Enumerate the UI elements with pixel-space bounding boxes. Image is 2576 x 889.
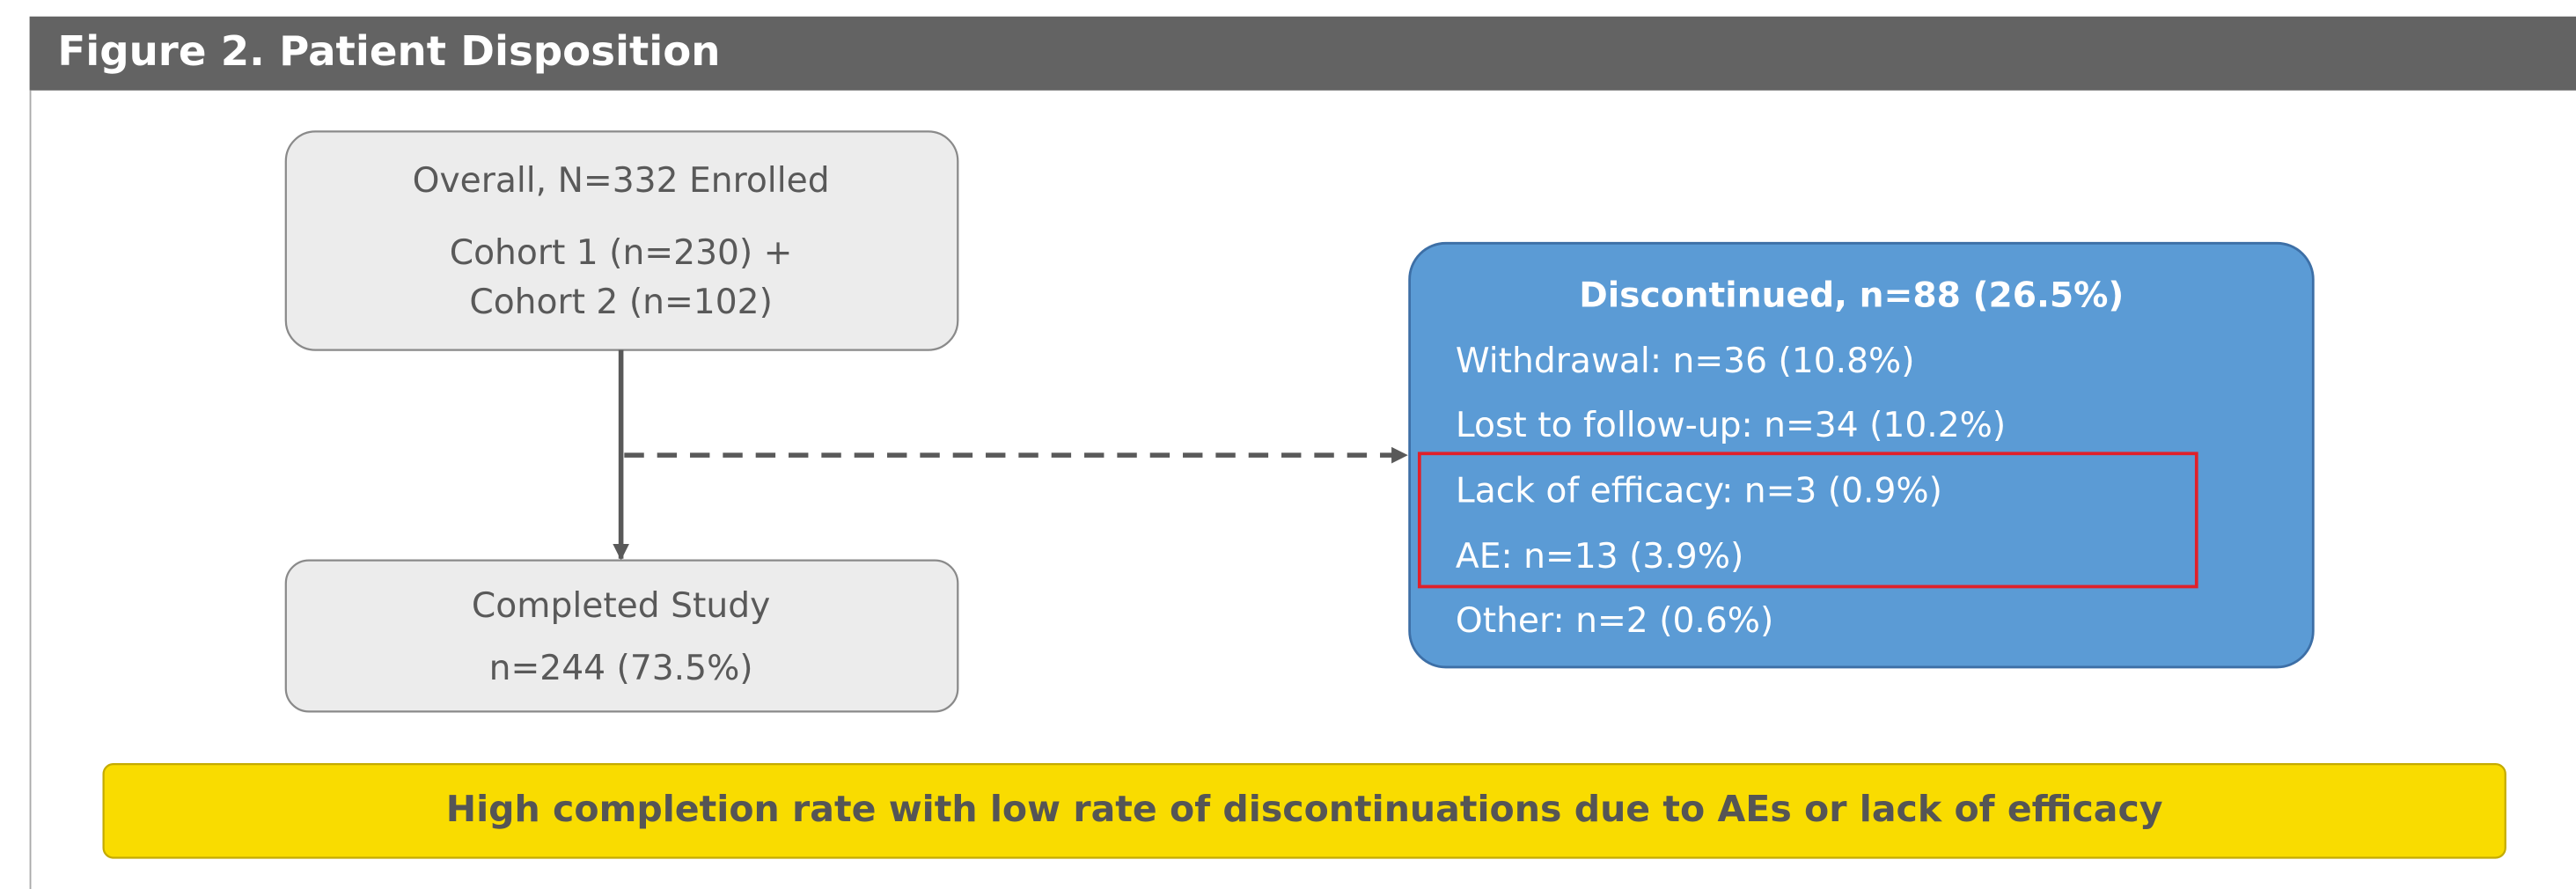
header-title: Figure 2. Patient Disposition — [57, 28, 720, 76]
reason: Other: n=2 (0.6%) — [1456, 601, 1773, 641]
reason: AE: n=13 (3.9%) — [1456, 537, 1743, 577]
banner — [102, 762, 2506, 859]
discontinued-title: Discontinued, n=88 (26.5%) — [1579, 276, 2124, 315]
cohort-text: Cohort 2 (n=102) — [469, 283, 773, 322]
reason: Withdrawal: n=36 (10.8%) — [1456, 342, 1915, 381]
completed-box — [284, 559, 959, 713]
enrolled-text: Overall, N=332 Enrolled — [413, 161, 830, 201]
highlight-box — [1417, 452, 2198, 589]
reason: Lack of efficacy: n=3 (0.9%) — [1456, 472, 1942, 511]
header-bar — [29, 16, 2576, 91]
completed-text: Completed Study — [472, 586, 770, 626]
completed-text: n=244 (73.5%) — [489, 649, 753, 688]
reason: Lost to follow-up: n=34 (10.2%) — [1456, 406, 2006, 445]
cohort-text: Cohort 1 (n=230) + — [450, 233, 793, 273]
banner-text: High completion rate with low rate of di… — [446, 788, 2163, 830]
